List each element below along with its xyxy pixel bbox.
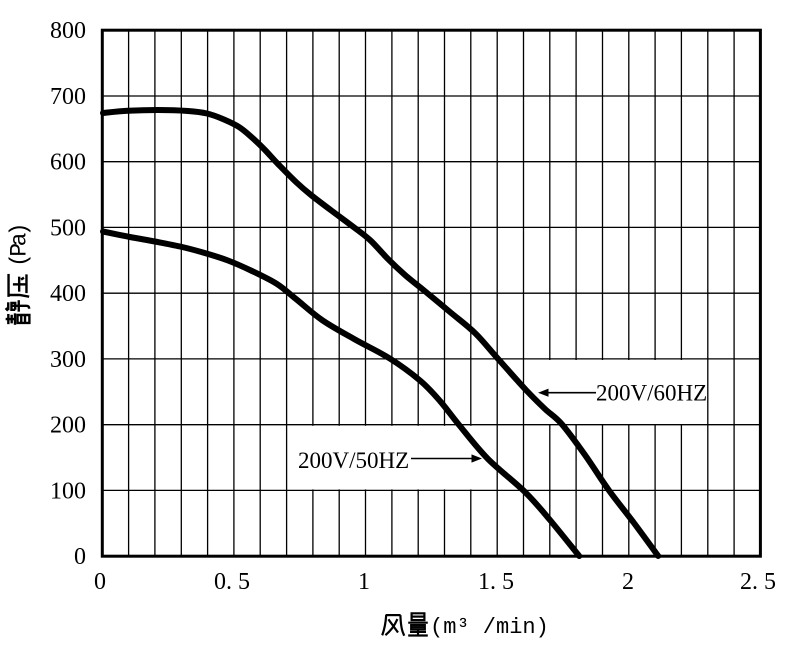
svg-text:700: 700 [50, 84, 86, 110]
svg-text:600: 600 [50, 150, 86, 176]
svg-text:2: 2 [622, 569, 634, 595]
svg-text:200: 200 [50, 413, 86, 439]
svg-text:800: 800 [50, 18, 86, 44]
svg-text:300: 300 [50, 347, 86, 373]
svg-text:2. 5: 2. 5 [740, 569, 776, 595]
svg-text:200V/60HZ: 200V/60HZ [596, 381, 707, 406]
svg-text:0: 0 [94, 569, 106, 595]
svg-text:1. 5: 1. 5 [478, 569, 514, 595]
svg-text:(m³ /min): (m³ /min) [430, 615, 549, 640]
svg-text:0: 0 [74, 544, 86, 570]
svg-text:1: 1 [358, 569, 370, 595]
svg-text:200V/50HZ: 200V/50HZ [298, 448, 409, 473]
svg-text:100: 100 [50, 478, 86, 504]
svg-text:400: 400 [50, 281, 86, 307]
svg-text:500: 500 [50, 215, 86, 241]
svg-text:0. 5: 0. 5 [214, 569, 250, 595]
svg-text:(Pa): (Pa) [7, 226, 33, 267]
